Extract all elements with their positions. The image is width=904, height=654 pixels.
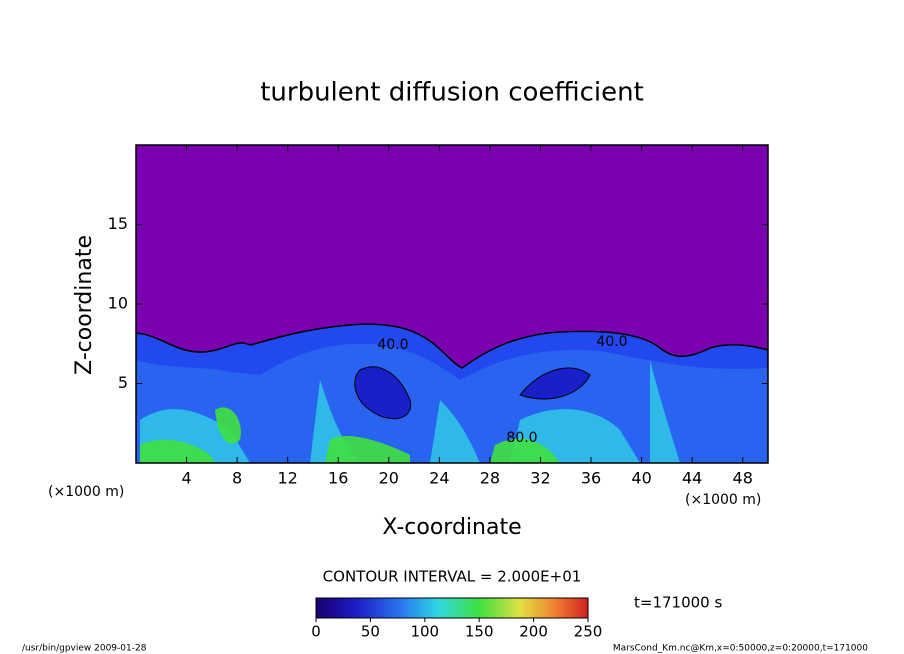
colorbar (315, 597, 589, 619)
x-unit: (×1000 m) (685, 492, 761, 508)
x-tick-label: 24 (429, 469, 449, 488)
contour-label: 40.0 (377, 337, 408, 353)
field-region (140, 407, 560, 463)
x-tick-label: 20 (379, 469, 399, 488)
x-tick-label: 44 (682, 469, 702, 488)
x-tick-label: 28 (480, 469, 500, 488)
field (136, 145, 768, 463)
y-axis-label: Z-coordinate (72, 235, 97, 375)
x-tick-label: 40 (631, 469, 651, 488)
x-tick-label: 8 (232, 469, 242, 488)
y-tick-label: 10 (108, 294, 128, 313)
colorbar-tick-label: 100 (410, 623, 439, 641)
x-tick-label: 16 (328, 469, 348, 488)
colorbar-tick-label: 250 (574, 623, 603, 641)
colorbar-tick-label: 200 (519, 623, 548, 641)
x-tick-label: 36 (581, 469, 601, 488)
footer-right: MarsCond_Km.nc@Km,x=0:50000,z=0:20000,t=… (613, 644, 868, 654)
colorbar-tick-label: 50 (361, 623, 380, 641)
y-tick-label: 5 (118, 373, 128, 392)
colorbar-tick-label: 0 (311, 623, 321, 641)
field-region (354, 366, 591, 420)
chart-title: turbulent diffusion coefficient (260, 78, 644, 108)
contour-interval: CONTOUR INTERVAL = 2.000E+01 (323, 568, 582, 586)
footer-left: /usr/bin/gpview 2009-01-28 (22, 644, 147, 654)
y-unit: (×1000 m) (48, 484, 124, 500)
time-label: t=171000 s (634, 594, 722, 612)
x-axis-label: X-coordinate (382, 515, 521, 540)
x-tick-label: 32 (530, 469, 550, 488)
field-region (140, 360, 680, 463)
x-tick-label: 12 (278, 469, 298, 488)
x-tick-label: 48 (733, 469, 753, 488)
contour-label: 80.0 (506, 430, 537, 446)
x-tick-label: 4 (181, 469, 191, 488)
contour-label: 40.0 (596, 334, 627, 350)
y-tick-label: 15 (108, 214, 128, 233)
colorbar-tick-label: 150 (465, 623, 494, 641)
